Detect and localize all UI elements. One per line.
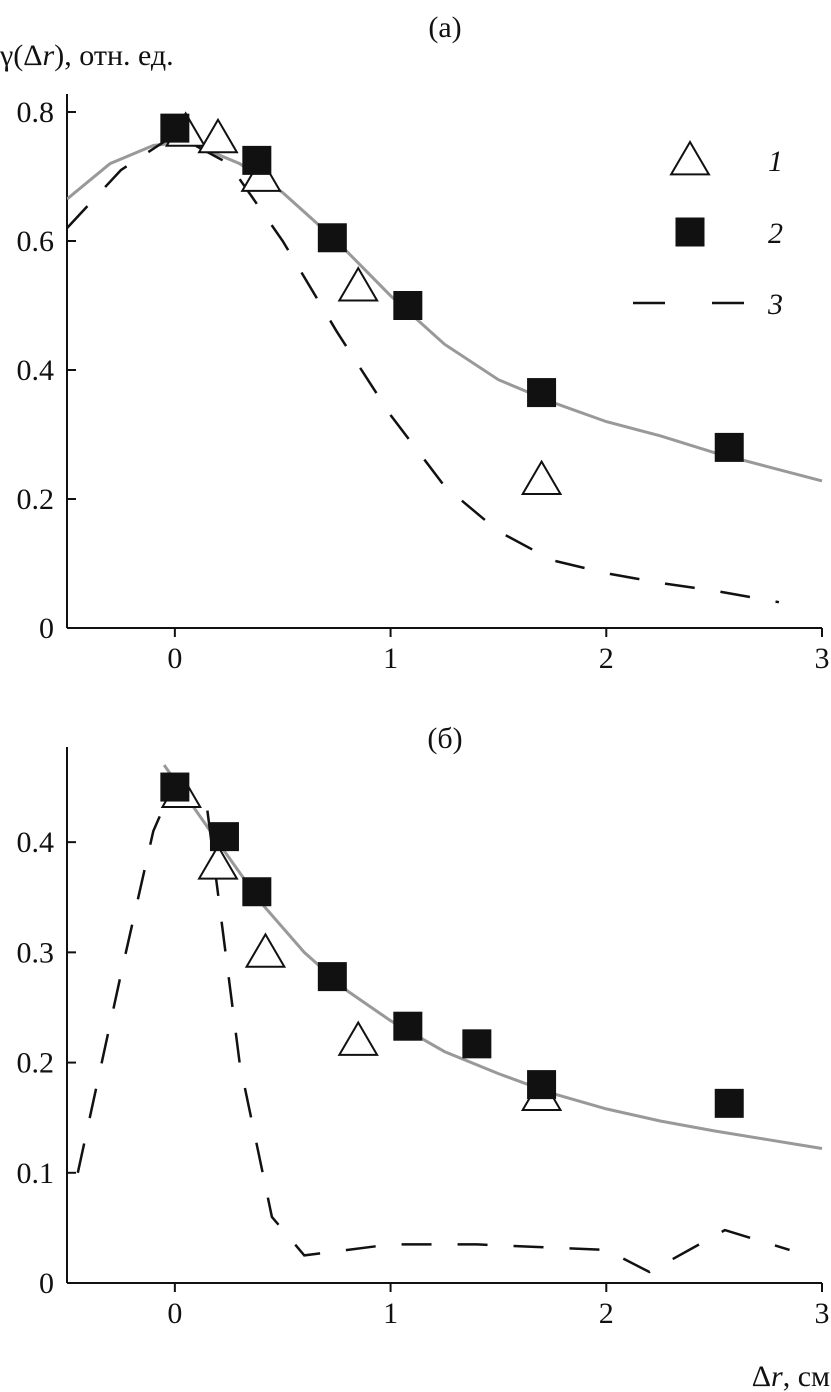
y-tick-label: 0.1 — [17, 1157, 55, 1190]
x-tick-label: 0 — [167, 1297, 182, 1330]
y-tick-label: 0.6 — [17, 225, 55, 258]
series-2-square-point — [714, 1088, 744, 1118]
series-1-triangle-point — [197, 117, 239, 154]
legend-label: 1 — [768, 145, 783, 178]
series-1-triangle-point — [337, 266, 379, 302]
x-tick-label: 1 — [383, 1297, 398, 1330]
x-tick-label: 0 — [167, 642, 182, 675]
fit-curve — [162, 764, 823, 1150]
x-tick-label: 1 — [383, 642, 398, 675]
series-2-square-point — [527, 1070, 557, 1100]
series-2-square-point — [242, 877, 272, 907]
series-3-dashed-line — [76, 779, 790, 1274]
y-tick-label: 0.8 — [17, 96, 55, 129]
y-tick-label: 0.3 — [17, 936, 55, 969]
series-2-square-point — [160, 113, 190, 143]
series-2-square-point — [160, 772, 190, 802]
panel-title: (а) — [428, 11, 461, 44]
legend-label: 3 — [767, 288, 783, 321]
y-tick-label: 0.4 — [17, 354, 55, 387]
x-tick-label: 3 — [815, 642, 830, 675]
series-3-dashed-line — [67, 133, 780, 604]
series-1-triangle-point — [520, 459, 563, 496]
x-tick-label: 2 — [599, 1297, 614, 1330]
legend: 1 2 3 — [633, 140, 783, 321]
x-axis-title: Δr, см — [752, 1360, 830, 1392]
series-1-triangle-point — [197, 844, 239, 880]
x-tick-label: 2 — [599, 642, 614, 675]
y-tick-label: 0.2 — [17, 1047, 55, 1080]
y-tick-label: 0 — [39, 612, 54, 645]
y-tick-label: 0.2 — [17, 483, 55, 516]
legend-label: 2 — [768, 217, 783, 250]
series-2-square-point — [714, 432, 744, 462]
y-tick-label: 0 — [39, 1267, 54, 1300]
series-2-square-point — [242, 145, 272, 175]
legend-square-icon — [675, 217, 705, 247]
series-1-triangle-point — [244, 932, 287, 968]
legend-triangle-icon — [669, 140, 711, 176]
series-2-square-point — [462, 1029, 492, 1059]
series-2-square-point — [317, 223, 347, 253]
series-2-square-point — [393, 291, 423, 320]
x-tick-label: 3 — [815, 1297, 830, 1330]
fit-curve — [67, 141, 823, 483]
panel-b: (б) 0 1 2 3 0 0.1 0.2 0.3 0.4 — [17, 722, 830, 1330]
series-2-square-point — [393, 1011, 423, 1041]
panel-title: (б) — [427, 722, 462, 755]
series-2-square-point — [209, 822, 239, 852]
panel-a: (а) 0 1 2 3 0 0.2 0.4 0.6 0.8 — [17, 11, 830, 675]
series-2-square-point — [317, 962, 347, 992]
y-tick-label: 0.4 — [17, 826, 55, 859]
y-axis-title: γ(Δr), отн. ед. — [0, 39, 174, 72]
series-1-triangle-point — [337, 1020, 379, 1056]
series-2-square-point — [527, 378, 557, 408]
